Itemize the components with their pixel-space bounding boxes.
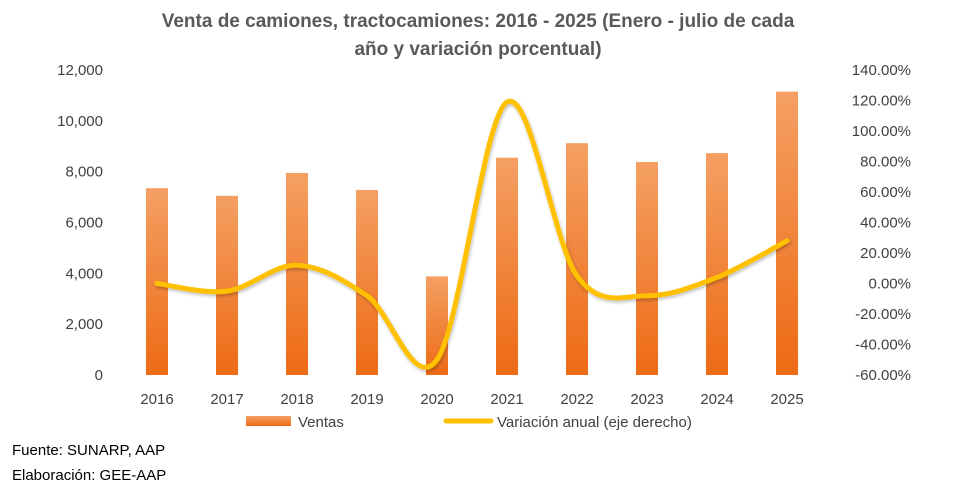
bar-2024 bbox=[706, 153, 728, 375]
legend-swatch-ventas bbox=[246, 416, 291, 426]
right-tick-label: 60.00% bbox=[860, 184, 911, 201]
right-tick-label: 120.00% bbox=[852, 93, 911, 110]
bar-2022 bbox=[566, 143, 588, 375]
x-tick-label: 2016 bbox=[140, 391, 173, 408]
right-tick-label: -40.00% bbox=[855, 337, 911, 354]
x-tick-label: 2019 bbox=[350, 391, 383, 408]
legend-label-ventas: Ventas bbox=[298, 414, 344, 431]
bar-2025 bbox=[776, 91, 798, 376]
bar-2021 bbox=[496, 157, 518, 375]
line-series bbox=[154, 98, 790, 370]
left-tick-label: 4,000 bbox=[65, 265, 103, 282]
left-tick-label: 10,000 bbox=[57, 113, 103, 130]
left-tick-label: 12,000 bbox=[57, 62, 103, 79]
x-tick-label: 2020 bbox=[420, 391, 453, 408]
x-tick-label: 2017 bbox=[210, 391, 243, 408]
right-tick-label: -20.00% bbox=[855, 306, 911, 323]
bar-series bbox=[146, 91, 798, 376]
right-tick-label: 80.00% bbox=[860, 154, 911, 171]
bar-2023 bbox=[636, 162, 658, 375]
x-tick-label: 2021 bbox=[490, 391, 523, 408]
right-tick-label: 20.00% bbox=[860, 245, 911, 262]
right-axis: -60.00% -40.00% -20.00% 0.00% 20.00% 40.00% 60… bbox=[852, 62, 911, 384]
left-tick-label: 0 bbox=[95, 367, 103, 384]
left-axis: 0 2,000 4,000 6,000 8,000 10,000 12,000 bbox=[57, 62, 103, 384]
right-tick-label: -60.00% bbox=[855, 367, 911, 384]
bar-2019 bbox=[356, 189, 378, 375]
right-tick-label: 100.00% bbox=[852, 123, 911, 140]
bar-2017 bbox=[216, 195, 238, 375]
x-tick-label: 2024 bbox=[700, 391, 733, 408]
left-tick-label: 6,000 bbox=[65, 215, 103, 232]
source-note: Fuente: SUNARP, AAP bbox=[12, 442, 166, 459]
x-tick-label: 2023 bbox=[630, 391, 663, 408]
right-tick-label: 140.00% bbox=[852, 62, 911, 79]
bar-2018 bbox=[286, 172, 308, 375]
left-tick-label: 2,000 bbox=[65, 316, 103, 333]
elaboration-note: Elaboración: GEE-AAP bbox=[12, 467, 167, 484]
legend: Ventas Variación anual (eje derecho) bbox=[246, 414, 692, 431]
right-tick-label: 0.00% bbox=[868, 276, 911, 293]
x-axis: 2016 2017 2018 2019 2020 2021 2022 2023 2024 2025 bbox=[140, 391, 803, 408]
chart-notes: Fuente: SUNARP, AAP Elaboración: GEE-AAP bbox=[12, 438, 166, 488]
right-tick-label: 40.00% bbox=[860, 215, 911, 232]
x-tick-label: 2018 bbox=[280, 391, 313, 408]
chart-title-line2: año y variación porcentual) bbox=[354, 39, 601, 60]
legend-label-variacion: Variación anual (eje derecho) bbox=[497, 414, 692, 431]
x-tick-label: 2022 bbox=[560, 391, 593, 408]
variacion-line bbox=[154, 98, 790, 370]
chart-title-line1: Venta de camiones, tractocamiones: 2016 … bbox=[162, 11, 795, 32]
x-tick-label: 2025 bbox=[770, 391, 803, 408]
left-tick-label: 8,000 bbox=[65, 164, 103, 181]
